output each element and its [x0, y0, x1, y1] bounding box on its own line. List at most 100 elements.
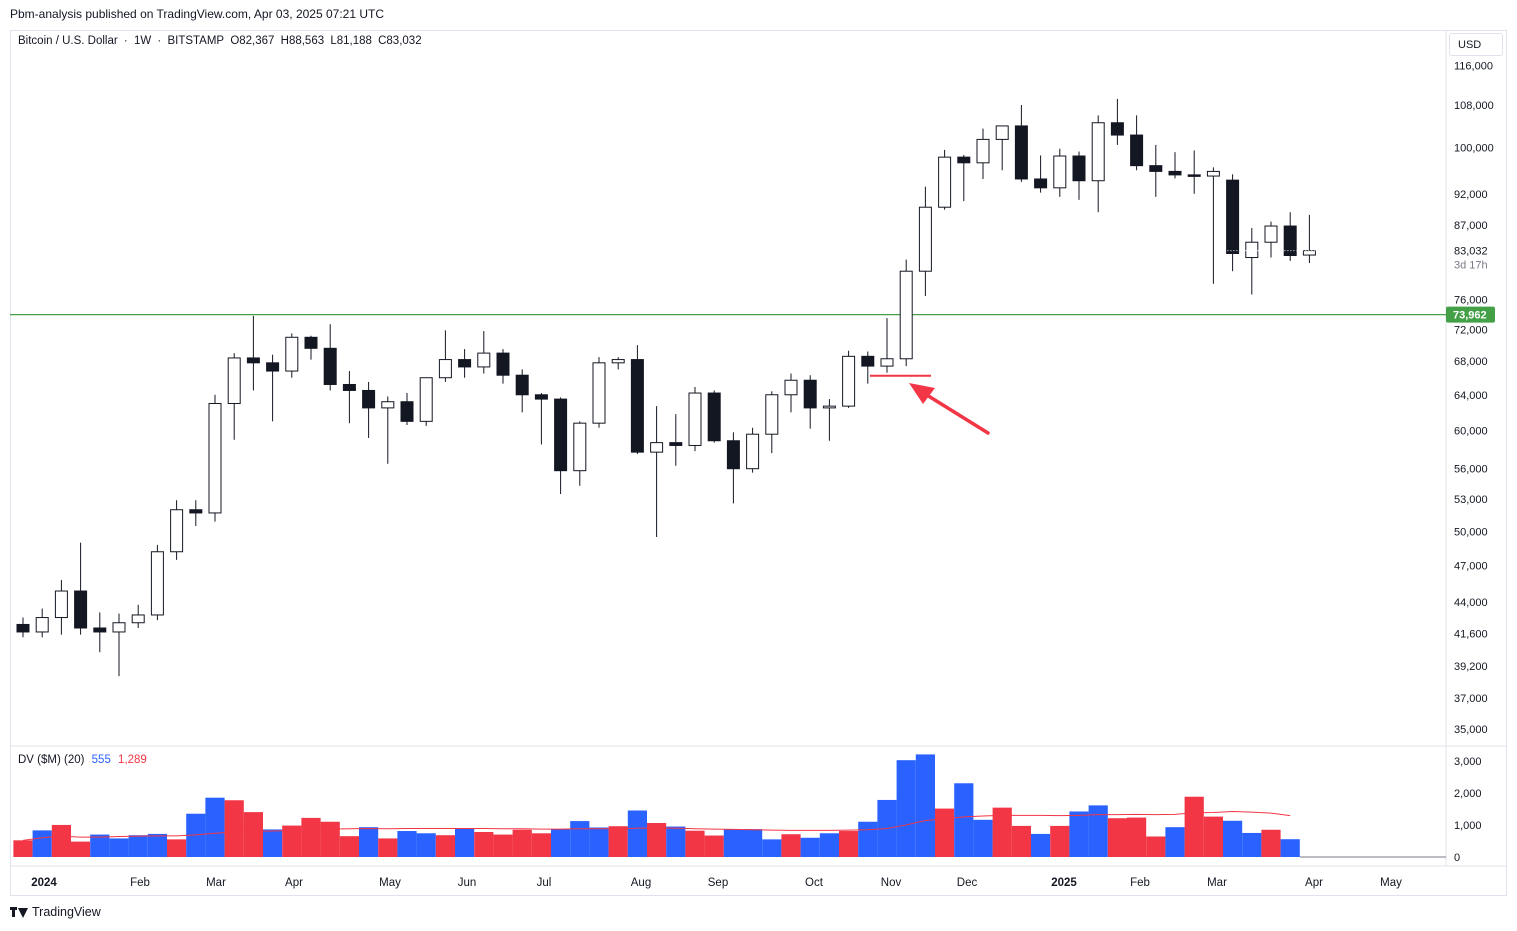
candle-body: [650, 442, 664, 453]
candle-body: [899, 270, 913, 360]
volume-bar: [647, 823, 667, 857]
volume-bar: [608, 826, 628, 857]
price-tick-label: 100,000: [1454, 143, 1494, 155]
price-tick-label: 37,000: [1454, 693, 1488, 705]
candle-body: [707, 392, 721, 442]
price-tick-label: 108,000: [1454, 100, 1494, 112]
price-tick-label: 53,000: [1454, 494, 1488, 506]
chart-frame: [10, 30, 1507, 896]
candle-body: [592, 362, 606, 424]
volume-bar: [147, 833, 167, 857]
candle-body: [880, 358, 894, 367]
volume-bar: [435, 835, 455, 857]
volume-bar: [378, 838, 398, 857]
candle-body: [726, 440, 740, 470]
time-tick-label: 2024: [31, 877, 57, 889]
tradingview-footer[interactable]: TradingView: [10, 905, 101, 919]
volume-bar: [320, 821, 340, 857]
volume-bar: [416, 833, 436, 857]
volume-bar: [1165, 827, 1185, 857]
volume-bar: [627, 810, 647, 857]
volume-bar: [1050, 825, 1070, 857]
price-tick-label: 41,600: [1454, 628, 1488, 640]
volume-tick-label: 1,000: [1454, 820, 1482, 832]
volume-bar: [512, 829, 532, 857]
price-tick-label: 68,000: [1454, 356, 1488, 368]
candle-body: [1206, 170, 1220, 177]
volume-bar: [1184, 796, 1204, 857]
price-tick-label: 116,000: [1454, 60, 1493, 72]
legend-exchange: BITSTAMP: [167, 35, 225, 47]
candle-body: [554, 398, 568, 472]
candle-body: [1072, 155, 1086, 182]
price-tick-label: 92,000: [1454, 189, 1488, 201]
volume-legend-name: DV ($M) (20): [18, 754, 85, 766]
volume-bar: [839, 831, 859, 857]
volume-bar: [570, 821, 590, 857]
volume-bar: [781, 834, 801, 857]
candle-body: [1245, 241, 1259, 259]
volume-bar: [205, 797, 225, 857]
candle-body: [746, 433, 760, 470]
volume-ma-line: [22, 810, 1291, 841]
candle-body: [342, 383, 356, 391]
candle-body: [323, 347, 337, 385]
candle-body: [995, 125, 1009, 140]
price-tick-label: 47,000: [1454, 561, 1488, 573]
candle-body: [1168, 170, 1182, 176]
candle-body: [35, 617, 49, 633]
volume-bars: [13, 754, 1300, 857]
candle-body: [1034, 178, 1048, 189]
legend-separator: ·: [123, 35, 128, 47]
price-tick-label: 72,000: [1454, 325, 1488, 337]
volume-bar: [1011, 825, 1031, 857]
time-tick-label: Feb: [1130, 877, 1150, 889]
candle-body: [131, 614, 145, 624]
candle-body: [803, 379, 817, 409]
tradingview-brand: TradingView: [32, 905, 101, 919]
volume-bar: [359, 827, 379, 857]
candle-body: [54, 590, 68, 619]
tradingview-logo-icon: [10, 906, 28, 918]
price-tick-label: 50,000: [1454, 526, 1488, 538]
candle-body: [534, 394, 548, 400]
volume-bar: [551, 829, 571, 857]
publish-header: Pbm-analysis published on TradingView.co…: [10, 7, 384, 21]
price-tick-label: 76,000: [1454, 295, 1488, 307]
candle-body: [1302, 250, 1316, 256]
candle-body: [208, 402, 222, 514]
currency-selector[interactable]: USD: [1449, 33, 1503, 56]
candle-body: [74, 590, 88, 629]
volume-bar: [1280, 839, 1300, 857]
volume-bar: [71, 841, 91, 857]
candle-body: [1226, 179, 1240, 254]
level-badge: [1446, 306, 1495, 323]
price-tick-label: 87,000: [1454, 220, 1488, 232]
volume-bar: [1127, 817, 1147, 857]
time-tick-label: Apr: [285, 877, 303, 889]
volume-bar: [704, 835, 724, 857]
candle-body: [1264, 225, 1278, 243]
price-tick-label: 39,200: [1454, 661, 1488, 673]
volume-bar: [1146, 836, 1166, 857]
candle-body: [1149, 165, 1163, 172]
volume-bar: [397, 831, 417, 857]
annotation-arrow-head: [909, 383, 935, 404]
candle-body: [957, 156, 971, 164]
candle-body: [496, 352, 510, 376]
candle-body: [822, 405, 836, 409]
candle-body: [266, 362, 280, 372]
time-tick-label: May: [1380, 877, 1402, 889]
volume-bar: [666, 826, 686, 857]
volume-legend[interactable]: DV ($M) (20) 555 1,289: [18, 754, 147, 766]
legend-symbol[interactable]: Bitcoin / U.S. Dollar: [18, 35, 118, 47]
candle-body: [150, 551, 164, 616]
price-tick-label: 44,000: [1454, 597, 1488, 609]
candle-body: [1187, 174, 1201, 177]
candle-body: [246, 357, 260, 364]
level-badge-label: 73,962: [1453, 310, 1487, 322]
volume-bar: [800, 837, 820, 857]
candle-body: [765, 394, 779, 435]
time-tick-label: Sep: [708, 877, 728, 889]
